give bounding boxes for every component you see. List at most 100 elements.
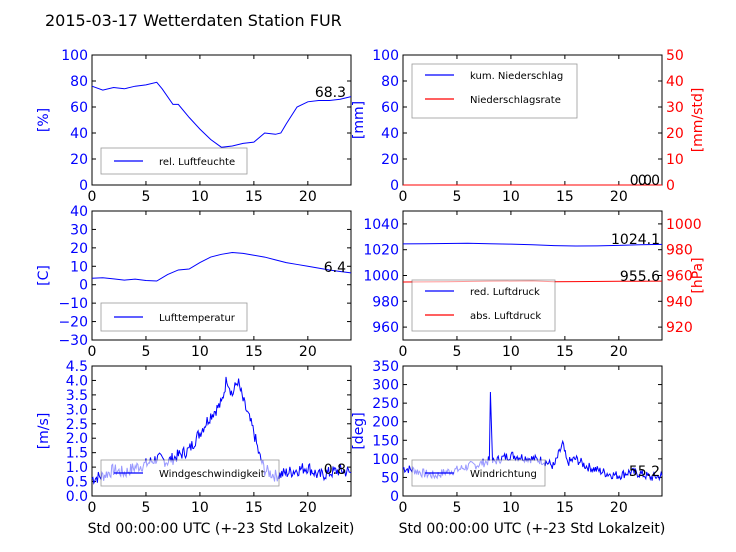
- legend-box: [411, 63, 578, 119]
- x-tick-label: 5: [452, 500, 461, 516]
- y2-tick-label: 920: [666, 320, 693, 336]
- y-axis-label: [%]: [36, 108, 52, 132]
- y2-tick-label: 10: [666, 152, 684, 168]
- x-tick-label: 10: [191, 500, 209, 516]
- y-axis-label: [deg]: [351, 412, 367, 449]
- y-tick-label: 20: [381, 152, 399, 168]
- legend: red. Luftdruck abs. Luftdruck: [411, 279, 556, 332]
- plot-frame: [91, 365, 352, 497]
- y-tick-label: 60: [381, 100, 399, 116]
- y-tick-label: 0.0: [66, 489, 88, 505]
- y-tick-label: 0: [390, 489, 399, 505]
- y2-tick-label: 1000: [666, 217, 702, 233]
- x-tick-label: 10: [502, 344, 520, 360]
- y-tick-label: 20: [70, 152, 88, 168]
- x-tick-label: 20: [299, 344, 317, 360]
- series-line-0: [402, 242, 663, 247]
- y2-tick-label: 960: [666, 269, 693, 285]
- last-value: 55.2: [629, 464, 660, 480]
- y-tick-label: −20: [58, 315, 88, 331]
- y-tick-label: 100: [61, 48, 88, 64]
- x-tick-label: 15: [245, 344, 263, 360]
- x-tick-label: 10: [502, 189, 520, 205]
- y-tick-label: −10: [58, 296, 88, 312]
- legend-label: kum. Niederschlag: [470, 71, 563, 82]
- last-value: 6.4: [324, 260, 346, 276]
- last-value-2: 0.0: [630, 173, 652, 189]
- x-tick-label: 15: [556, 189, 574, 205]
- y-tick-label: 80: [70, 74, 88, 90]
- y-tick-label: 40: [70, 204, 88, 220]
- plot-frame: [402, 365, 663, 497]
- y-tick-label: 0: [390, 178, 399, 194]
- legend: rel. Luftfeuchte: [100, 147, 248, 175]
- y2-axis-label: [hPa]: [690, 257, 706, 293]
- series-line-0: [91, 81, 352, 148]
- y-tick-label: 30: [70, 222, 88, 238]
- x-axis-label-right: Std 00:00:00 UTC (+-23 Std Lokalzeit): [399, 521, 666, 537]
- y2-tick-label: 940: [666, 294, 693, 310]
- x-tick-label: 15: [245, 189, 263, 205]
- x-tick-label: 5: [141, 500, 150, 516]
- legend-label: Windgeschwindigkeit: [159, 469, 265, 480]
- y-tick-label: 80: [381, 74, 399, 90]
- y-tick-label: 50: [381, 470, 399, 486]
- plot-frame: [91, 54, 352, 186]
- series-line-0: [91, 251, 352, 282]
- y-tick-label: 1020: [363, 243, 399, 259]
- legend: Windgeschwindigkeit: [100, 459, 280, 487]
- legend-label: Windrichtung: [470, 469, 537, 480]
- x-tick-label: 10: [191, 344, 209, 360]
- y-tick-label: 20: [70, 241, 88, 257]
- legend-label: abs. Luftdruck: [470, 311, 541, 322]
- y2-tick-label: 40: [666, 74, 684, 90]
- y-tick-label: 0.5: [66, 475, 88, 491]
- y-axis-label: [m/s]: [36, 413, 52, 450]
- y-tick-label: 3.5: [66, 388, 88, 404]
- x-tick-label: 0: [399, 500, 408, 516]
- legend-label: red. Luftdruck: [470, 287, 540, 298]
- x-tick-label: 0: [399, 344, 408, 360]
- y-tick-label: 10: [70, 259, 88, 275]
- y-tick-label: 1.5: [66, 446, 88, 462]
- y-tick-label: 960: [372, 320, 399, 336]
- x-tick-label: 10: [191, 189, 209, 205]
- last-value: 0.0: [638, 173, 660, 189]
- last-value: 0.8: [324, 462, 346, 478]
- y-tick-label: 0: [79, 278, 88, 294]
- panel-p3: 0 5 10 15 20 960 980 1000 1020 1040 920 940 960 980 10…: [363, 210, 706, 360]
- y-tick-label: 40: [381, 126, 399, 142]
- x-tick-label: 5: [452, 189, 461, 205]
- x-axis-label-left: Std 00:00:00 UTC (+-23 Std Lokalzeit): [88, 521, 355, 537]
- x-tick-label: 0: [88, 189, 97, 205]
- y-tick-label: 4.5: [66, 359, 88, 375]
- x-tick-label: 20: [610, 500, 628, 516]
- y-tick-label: 350: [372, 359, 399, 375]
- x-tick-label: 0: [88, 344, 97, 360]
- x-tick-label: 0: [399, 189, 408, 205]
- y2-axis-label: [mm/std]: [690, 88, 706, 153]
- legend-label: Niederschlagsrate: [470, 95, 561, 106]
- y-tick-label: 1040: [363, 217, 399, 233]
- y-tick-label: 4.0: [66, 373, 88, 389]
- y-tick-label: 2.5: [66, 417, 88, 433]
- y-tick-label: 150: [372, 433, 399, 449]
- y2-tick-label: 30: [666, 100, 684, 116]
- y-tick-label: 980: [372, 294, 399, 310]
- legend-label: rel. Luftfeuchte: [159, 157, 235, 168]
- y2-tick-label: 980: [666, 243, 693, 259]
- figure-title: 2015-03-17 Wetterdaten Station FUR: [45, 11, 342, 30]
- y-tick-label: 1000: [363, 269, 399, 285]
- legend: Lufttemperatur: [100, 302, 248, 332]
- x-tick-label: 15: [245, 500, 263, 516]
- y-tick-label: 3.0: [66, 402, 88, 418]
- x-tick-label: 20: [299, 189, 317, 205]
- x-tick-label: 0: [88, 500, 97, 516]
- panel-p1: 0 5 10 15 20 0 20 40 60 80 100 0 10 20 30 40 50 [mm] [mm/s…: [351, 48, 706, 205]
- panel-p0: 0 5 10 15 20 0 20 40 60 80 100 [%] rel. Luftfeuchte 6…: [36, 48, 352, 205]
- x-tick-label: 5: [452, 344, 461, 360]
- y-tick-label: 60: [70, 100, 88, 116]
- panel-p2: 0 5 10 15 20 −30 −20 −10 0 10 20 30 40 [C] Lufttempera…: [36, 204, 352, 360]
